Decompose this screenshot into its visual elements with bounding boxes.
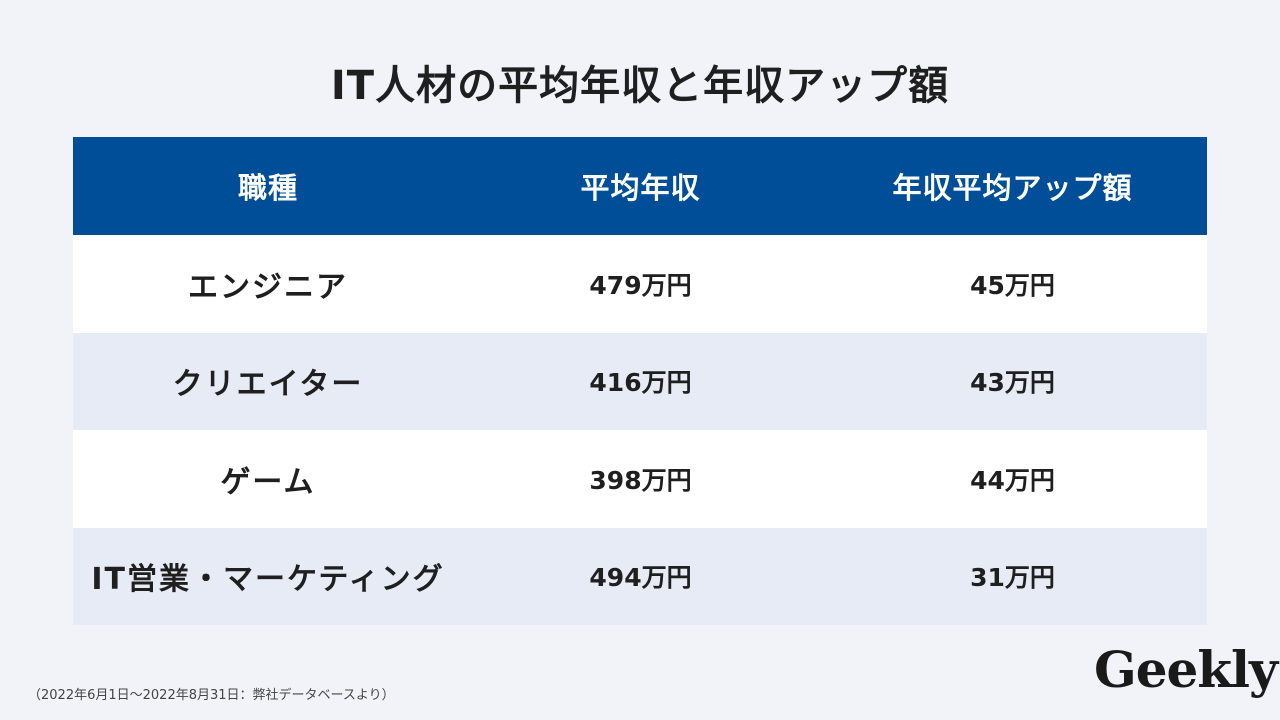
table-row: ゲーム 398万円 44万円 [73,430,1207,528]
average-salary-cell: 494万円 [589,563,692,593]
job-type-cell: ゲーム [220,464,316,500]
salary-increase-cell: 45万円 [970,270,1055,300]
header-salary-increase: 年収平均アップ額 [892,171,1133,205]
average-salary-cell: 416万円 [589,368,692,398]
header-job-type: 職種 [237,171,298,205]
table-row: IT営業・マーケティング 494万円 31万円 [73,527,1207,625]
average-salary-cell: 398万円 [589,465,692,495]
salary-increase-cell: 43万円 [970,368,1055,398]
job-type-cell: エンジニア [188,269,348,305]
page-title: IT人材の平均年収と年収アップ額 [330,63,950,109]
source-footnote: （2022年6月1日〜2022年8月31日：弊社データベースより） [28,688,395,703]
salary-increase-cell: 31万円 [970,563,1055,593]
table-row: エンジニア 479万円 45万円 [73,235,1207,333]
table-row: クリエイター 416万円 43万円 [73,332,1207,430]
brand-logo: Geekly [1094,640,1278,699]
job-type-cell: IT営業・マーケティング [91,562,445,598]
salary-table: 職種 平均年収 年収平均アップ額 エンジニア 479万円 45万円 クリエイター… [73,137,1207,625]
salary-increase-cell: 44万円 [970,465,1055,495]
header-average-salary: 平均年収 [580,171,701,205]
table-header-row: 職種 平均年収 年収平均アップ額 [73,137,1207,235]
job-type-cell: クリエイター [172,367,364,403]
average-salary-cell: 479万円 [589,270,692,300]
